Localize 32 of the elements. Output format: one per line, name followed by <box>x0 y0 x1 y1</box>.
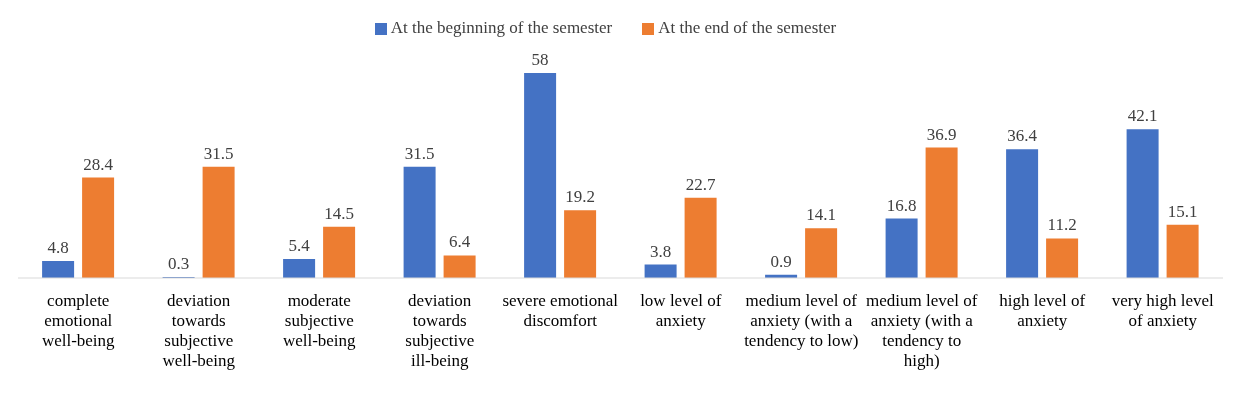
x-tick-label: low level of anxiety <box>640 291 722 330</box>
data-label: 22.7 <box>685 174 716 194</box>
x-tick-label: severe emotional discomfort <box>502 291 619 330</box>
data-label: 16.8 <box>886 195 917 215</box>
data-label: 3.8 <box>649 241 672 261</box>
data-label: 42.1 <box>1127 106 1158 126</box>
data-label: 0.3 <box>167 253 190 273</box>
data-label: 58 <box>531 50 549 69</box>
legend-label: At the beginning of the semester <box>390 18 613 37</box>
legend-label: At the end of the semester <box>658 18 837 37</box>
data-label: 19.2 <box>565 187 595 207</box>
x-tick-label: deviation towards subjective ill-being <box>405 291 475 370</box>
data-label: 36.9 <box>926 124 957 144</box>
data-label: 5.4 <box>288 235 311 255</box>
x-tick-label: high level of anxiety <box>999 291 1086 330</box>
data-label: 36.4 <box>1007 126 1038 146</box>
data-label: 6.4 <box>448 232 471 252</box>
x-tick-label: complete emotional well-being <box>41 291 116 350</box>
data-label: 31.5 <box>404 143 435 163</box>
x-tick-label: deviation towards subjective well-being <box>162 291 236 370</box>
data-label: 15.1 <box>1167 201 1198 221</box>
data-label: 28.4 <box>83 154 114 174</box>
x-tick-label: moderate subjective well-being <box>282 291 357 350</box>
data-label: 11.2 <box>1047 215 1077 235</box>
data-label: 14.5 <box>324 203 354 223</box>
x-tick-label: very high level of anxiety <box>1111 291 1215 330</box>
x-tick-label: medium level of anxiety (with a tendency to high) <box>866 291 978 370</box>
x-tick-label: medium level of anxiety (with a tendency to low) <box>744 291 859 350</box>
data-label: 4.8 <box>47 238 69 258</box>
data-label: 31.5 <box>203 143 234 163</box>
data-label: 14.1 <box>806 205 836 225</box>
data-label: 0.9 <box>770 251 792 271</box>
